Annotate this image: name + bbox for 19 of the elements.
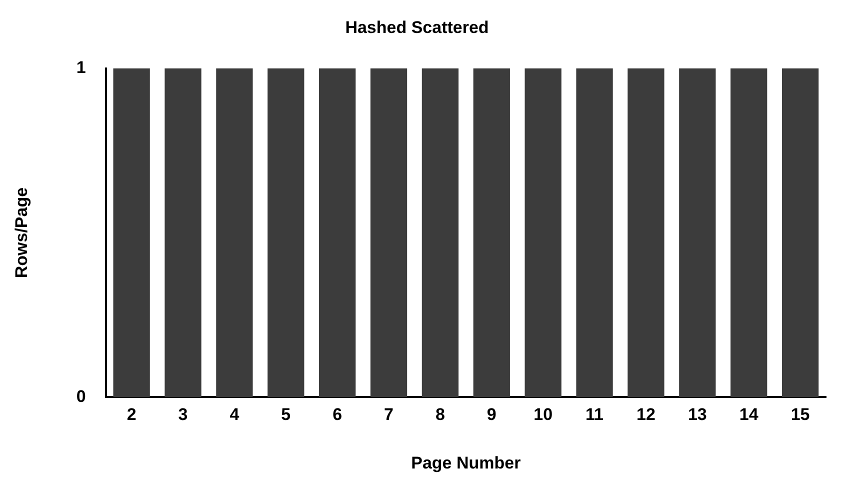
x-tick-label: 11 — [586, 405, 604, 424]
x-tick-label: 7 — [384, 405, 394, 424]
x-tick-label: 8 — [435, 405, 445, 424]
chart-title: Hashed Scattered — [345, 18, 489, 37]
x-tick-label: 4 — [230, 405, 240, 424]
x-tick-label: 9 — [486, 405, 496, 424]
x-tick-label: 3 — [178, 405, 188, 424]
x-axis-title: Page Number — [411, 453, 522, 472]
x-tick-label: 15 — [790, 405, 810, 424]
x-tick-label: 10 — [534, 405, 553, 424]
x-tick-label: 5 — [281, 405, 291, 424]
x-tick-label: 2 — [126, 405, 136, 424]
y-tick-label: 1 — [76, 58, 86, 78]
x-tick-label: 6 — [332, 405, 342, 424]
y-axis-title: Rows/Page — [12, 187, 31, 278]
y-tick-label: 0 — [76, 386, 86, 406]
x-tick-label: 14 — [739, 405, 759, 424]
x-tick-label: 13 — [688, 405, 707, 424]
x-tick-label: 12 — [636, 405, 656, 424]
